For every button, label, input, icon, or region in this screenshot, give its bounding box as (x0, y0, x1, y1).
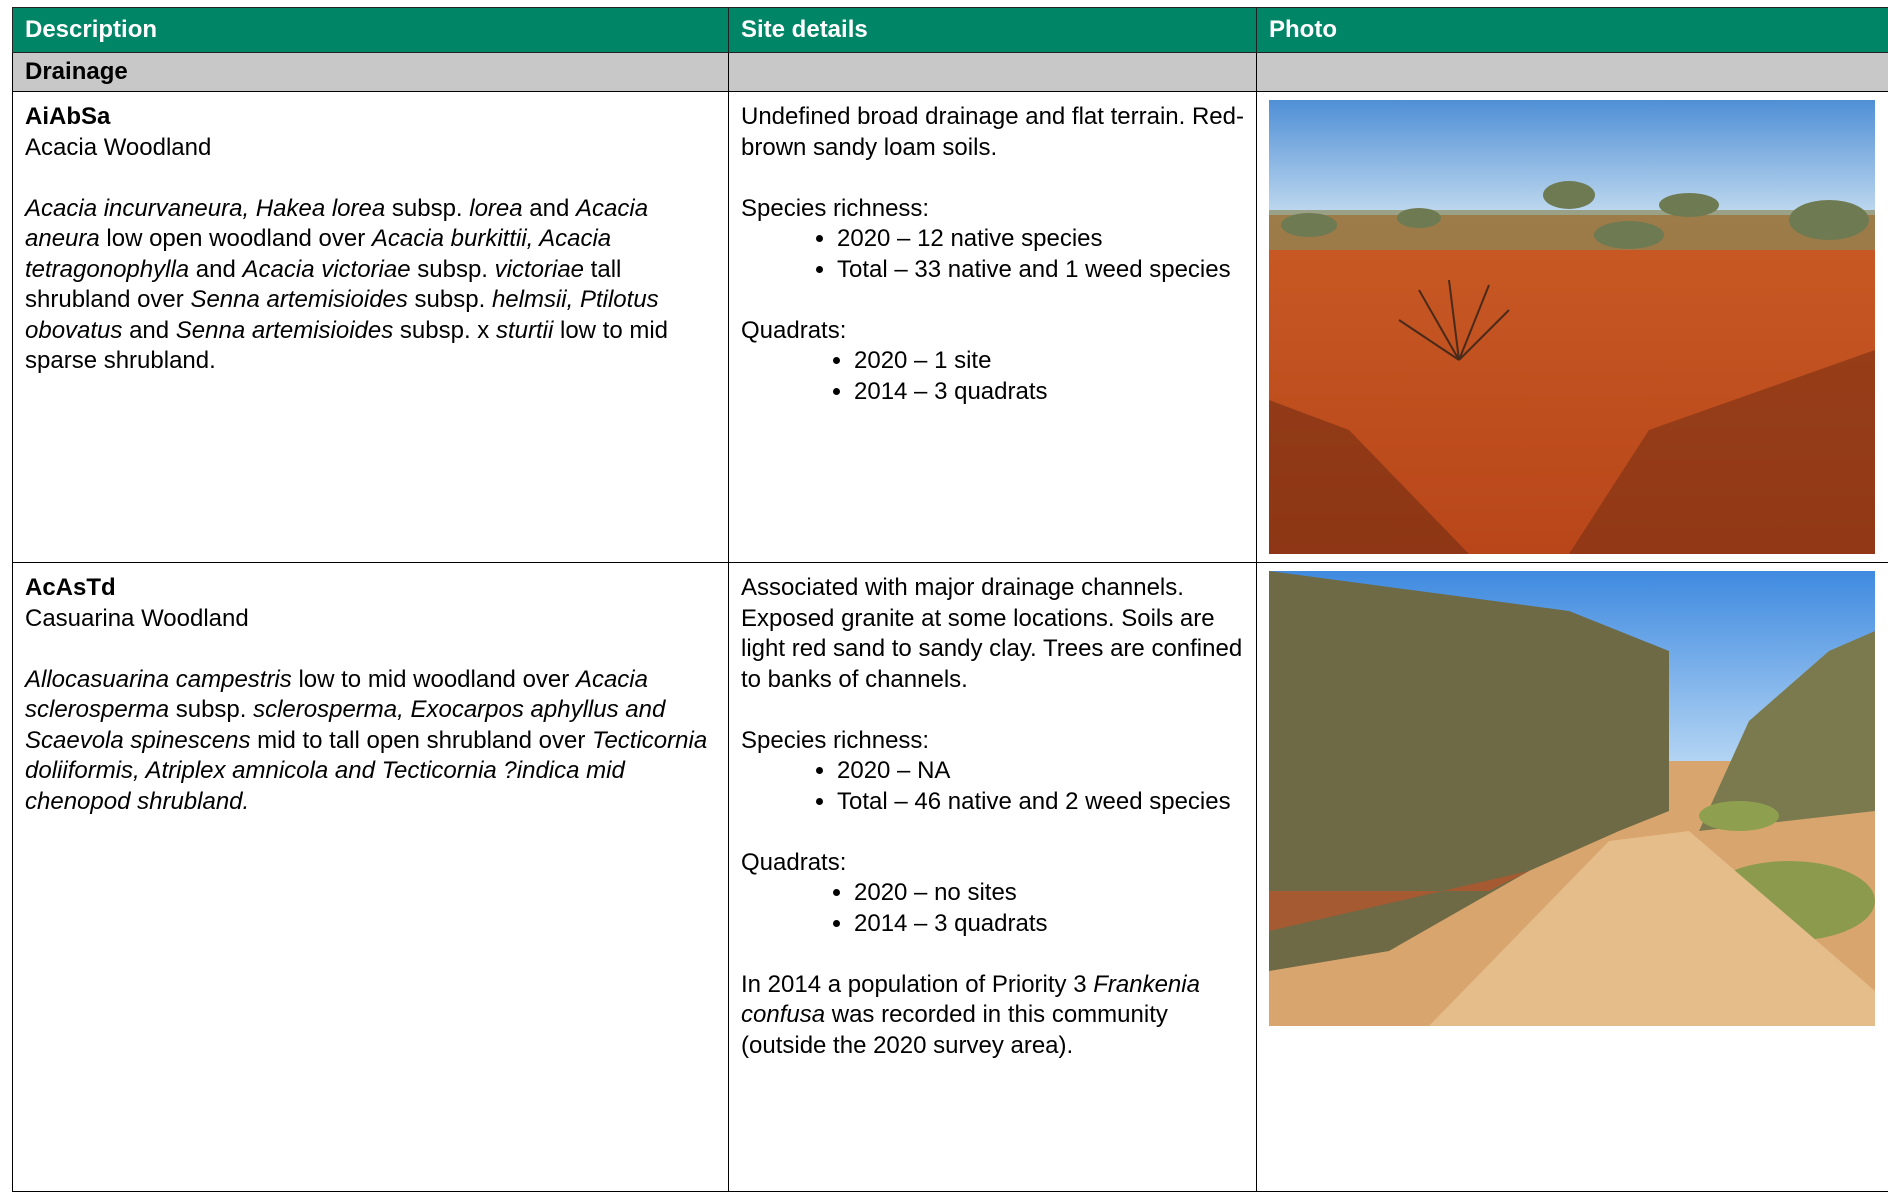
text-run: Acacia incurvaneura, Hakea lorea (25, 195, 385, 222)
richness-label: Species richness: (741, 194, 1244, 225)
quadrats-label: Quadrats: (741, 848, 1244, 879)
text-run: and (523, 195, 576, 222)
section-cell (729, 53, 1257, 92)
community-code: AcAsTd (25, 573, 716, 604)
photo (1269, 571, 1875, 1026)
list-item: 2020 – 1 site (854, 346, 1244, 377)
text-run: subsp. (411, 256, 495, 283)
text-run: victoriae (495, 256, 584, 283)
bullet-list: 2020 – 1 site2014 – 3 quadrats (741, 346, 1244, 407)
column-header: Site details (729, 8, 1257, 53)
list-item: 2020 – NA (837, 756, 1244, 787)
community-name: Casuarina Woodland (25, 604, 716, 635)
text-run: subsp. x (393, 317, 496, 344)
text-run: Senna artemisioides (190, 286, 407, 313)
list-item: 2014 – 3 quadrats (854, 909, 1244, 940)
text-run: and (122, 317, 175, 344)
text-run: Senna artemisioides (176, 317, 393, 344)
text-run: Acacia victoriae (243, 256, 411, 283)
description-text: Allocasuarina campestris low to mid wood… (25, 665, 716, 818)
text-run: lorea (469, 195, 522, 222)
site-intro: Associated with major drainage channels.… (741, 573, 1244, 695)
text-run: Allocasuarina campestris (25, 666, 292, 693)
quadrats-label: Quadrats: (741, 316, 1244, 347)
section-title: Drainage (13, 53, 729, 92)
photo-cell (1257, 92, 1888, 563)
community-name: Acacia Woodland (25, 133, 716, 164)
site-note: In 2014 a population of Priority 3 Frank… (741, 970, 1244, 1062)
text-run: mid to tall open shrubland over (250, 727, 592, 754)
text-run: sturtii (496, 317, 553, 344)
description-text: Acacia incurvaneura, Hakea lorea subsp. … (25, 194, 716, 377)
column-header: Description (13, 8, 729, 53)
text-run: subsp. (169, 696, 253, 723)
text-run: subsp. (385, 195, 469, 222)
bullet-list: 2020 – NATotal – 46 native and 2 weed sp… (741, 756, 1244, 817)
site-intro: Undefined broad drainage and flat terrai… (741, 102, 1244, 163)
list-item: 2014 – 3 quadrats (854, 377, 1244, 408)
photo-cell (1257, 563, 1888, 1192)
page: {"table": { "headers": ["Description", "… (0, 0, 1888, 1120)
list-item: Total – 33 native and 1 weed species (837, 255, 1244, 286)
column-header: Photo (1257, 8, 1888, 53)
list-item: 2020 – no sites (854, 878, 1244, 909)
site-details-cell: Undefined broad drainage and flat terrai… (729, 92, 1257, 563)
section-row: Drainage (13, 53, 1888, 92)
bullet-list: 2020 – 12 native speciesTotal – 33 nativ… (741, 224, 1244, 285)
text-run: subsp. (408, 286, 492, 313)
community-code: AiAbSa (25, 102, 716, 133)
vegetation-table: Description Site details Photo Drainage … (12, 7, 1888, 1192)
text-run: and (189, 256, 242, 283)
text-run: low open woodland over (100, 225, 372, 252)
text-run: In 2014 a population of Priority 3 (741, 971, 1093, 998)
bullet-list: 2020 – no sites2014 – 3 quadrats (741, 878, 1244, 939)
header-row: Description Site details Photo (13, 8, 1888, 53)
photo (1269, 100, 1875, 554)
list-item: Total – 46 native and 2 weed species (837, 787, 1244, 818)
site-details-cell: Associated with major drainage channels.… (729, 563, 1257, 1192)
list-item: 2020 – 12 native species (837, 224, 1244, 255)
section-cell (1257, 53, 1888, 92)
text-run: low to mid woodland over (292, 666, 576, 693)
richness-label: Species richness: (741, 726, 1244, 757)
